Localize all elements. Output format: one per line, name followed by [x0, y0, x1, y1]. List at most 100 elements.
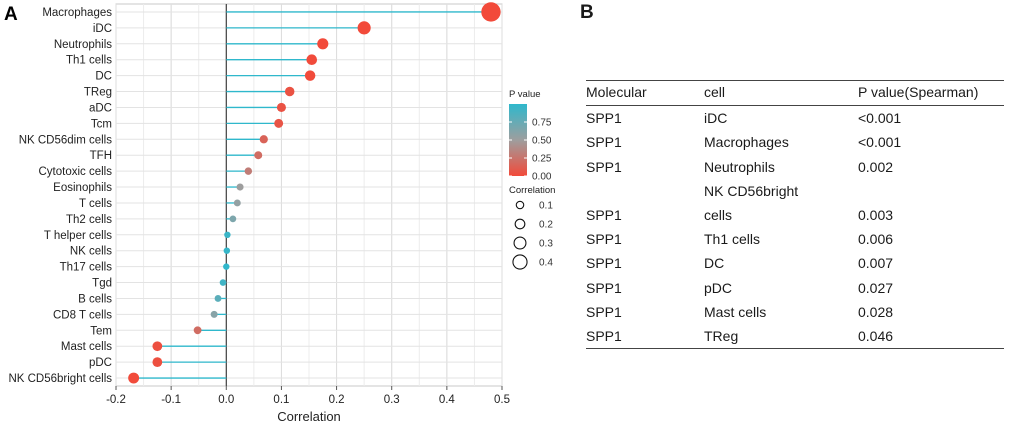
cell-celltype: iDC — [704, 110, 728, 127]
x-tick-0: -0.2 — [106, 394, 126, 406]
table-row: SPP1 Th1 cells 0.006 — [586, 227, 1004, 251]
dot-14 — [224, 231, 231, 239]
x-tick-7: 0.5 — [494, 394, 510, 406]
size-legend-label-2: 0.3 — [539, 239, 553, 250]
header-p-value: P value(Spearman) — [858, 80, 1004, 106]
panel-b-letter: B — [580, 2, 594, 23]
dot-15 — [223, 247, 231, 254]
category-label-12: T cells — [79, 198, 112, 210]
p-value-legend-title: P value — [509, 89, 541, 100]
category-label-17: Tgd — [92, 278, 112, 290]
table-row: SPP1 pDC 0.027 — [586, 275, 1004, 299]
category-label-14: T helper cells — [44, 230, 112, 242]
cell-p-value: 0.028 — [858, 303, 894, 320]
table-row: SPP1 Macrophages <0.001 — [586, 130, 1004, 154]
cell-molecular: SPP1 — [586, 303, 622, 320]
cell-celltype: pDC — [704, 279, 733, 296]
dot-4 — [304, 70, 316, 81]
cell-p-value: 0.007 — [858, 255, 894, 272]
dot-21 — [152, 341, 163, 352]
p-value-colorbar — [509, 104, 527, 176]
dot-0 — [481, 2, 501, 22]
size-legend-label-3: 0.4 — [539, 258, 553, 269]
cell-p-value: 0.046 — [858, 324, 1004, 350]
dot-11 — [236, 183, 244, 191]
category-label-23: NK CD56bright cells — [8, 373, 112, 385]
table-header-row: Molecular cell P value(Spearman) — [586, 80, 1004, 106]
lollipop-dots — [128, 2, 501, 384]
cell-p-value: 0.002 — [858, 158, 894, 175]
size-legend-label-1: 0.2 — [539, 220, 553, 231]
table-row: SPP1 DC 0.007 — [586, 251, 1004, 275]
cell-celltype: Mast cells — [704, 303, 767, 320]
cell-celltype: Neutrophils — [704, 158, 775, 175]
spearman-table: Molecular cell P value(Spearman) SPP1 iDC… — [586, 80, 1004, 350]
dot-19 — [210, 310, 218, 318]
cell-molecular: SPP1 — [586, 255, 622, 272]
colorbar-ticks: 0.75 0.50 0.25 0.00 — [509, 118, 552, 183]
dot-8 — [259, 135, 268, 144]
dot-13 — [229, 215, 237, 223]
category-label-18: B cells — [78, 293, 112, 305]
dot-22 — [152, 357, 163, 368]
dot-2 — [317, 38, 329, 50]
size-legend-circle-0 — [515, 200, 525, 210]
category-label-7: Tcm — [91, 118, 112, 130]
size-legend-label-0: 0.1 — [539, 201, 553, 212]
cell-molecular: SPP1 — [586, 110, 622, 127]
dot-10 — [244, 167, 253, 175]
cell-p-value: <0.001 — [858, 134, 902, 151]
cell-p-value: 0.027 — [858, 279, 894, 296]
category-label-5: TReg — [84, 87, 112, 99]
size-legend-circle-3 — [512, 254, 528, 270]
category-label-6: aDC — [89, 102, 112, 114]
category-label-8: NK CD56dim cells — [19, 134, 113, 146]
size-legend-circle-2 — [513, 236, 527, 250]
category-label-11: Eosinophils — [53, 182, 112, 194]
table-row: SPP1 TReg 0.046 — [586, 324, 1004, 350]
cell-molecular: SPP1 — [586, 324, 704, 350]
category-label-21: Mast cells — [61, 341, 112, 353]
dot-6 — [276, 102, 286, 113]
dot-1 — [357, 21, 371, 35]
dot-3 — [306, 54, 318, 66]
cell-celltype: DC — [704, 255, 725, 272]
dot-18 — [214, 295, 222, 302]
category-labels: Macrophages iDC Neutrophils Th1 cells DC TReg… — [8, 7, 112, 385]
category-label-3: Th1 cells — [66, 55, 112, 67]
dot-23 — [128, 372, 140, 384]
lollipop-stems — [133, 11, 491, 379]
category-label-13: Th2 cells — [66, 214, 112, 226]
cell-celltype: Th1 cells — [704, 231, 761, 248]
size-legend-circle-1 — [514, 218, 526, 230]
category-label-19: CD8 T cells — [53, 309, 112, 321]
grid-lines — [115, 4, 503, 386]
cell-molecular: SPP1 — [586, 134, 622, 151]
correlation-size-legend: Correlation 0.1 0.2 0.3 0.4 — [509, 185, 555, 270]
dot-12 — [233, 199, 241, 207]
x-tick-1: -0.1 — [161, 394, 181, 406]
cell-molecular: SPP1 — [586, 279, 622, 296]
cell-p-value: 0.003 — [858, 206, 894, 223]
celltype-line-2: cells — [704, 206, 733, 223]
header-cell: cell — [704, 80, 858, 106]
category-label-1: iDC — [93, 23, 112, 35]
cell-molecular: SPP1 — [586, 206, 622, 223]
category-label-22: pDC — [89, 357, 112, 369]
x-tick-labels: -0.2 -0.1 0.0 0.1 0.2 0.3 0.4 0.5 — [106, 386, 510, 406]
lollipop-chart: A Macrophages iDC Neutrophils Th1 cells DC TR… — [4, 2, 555, 424]
panel-a-letter: A — [4, 4, 18, 25]
dot-20 — [193, 326, 202, 335]
category-label-9: TFH — [90, 150, 112, 162]
category-label-20: Tem — [90, 325, 112, 337]
table-row: SPP1 NK CD56bright cells 0.003 — [586, 179, 1004, 227]
table-row: SPP1 Neutrophils 0.002 — [586, 155, 1004, 179]
x-tick-6: 0.4 — [439, 394, 456, 406]
category-label-16: Th17 cells — [60, 262, 113, 274]
dot-9 — [254, 151, 263, 160]
cell-celltype: NK CD56bright cells — [704, 179, 858, 227]
dot-17 — [219, 279, 227, 286]
size-legend-items: 0.1 0.2 0.3 0.4 — [512, 200, 553, 270]
x-tick-5: 0.3 — [384, 394, 400, 406]
x-tick-3: 0.1 — [273, 394, 289, 406]
